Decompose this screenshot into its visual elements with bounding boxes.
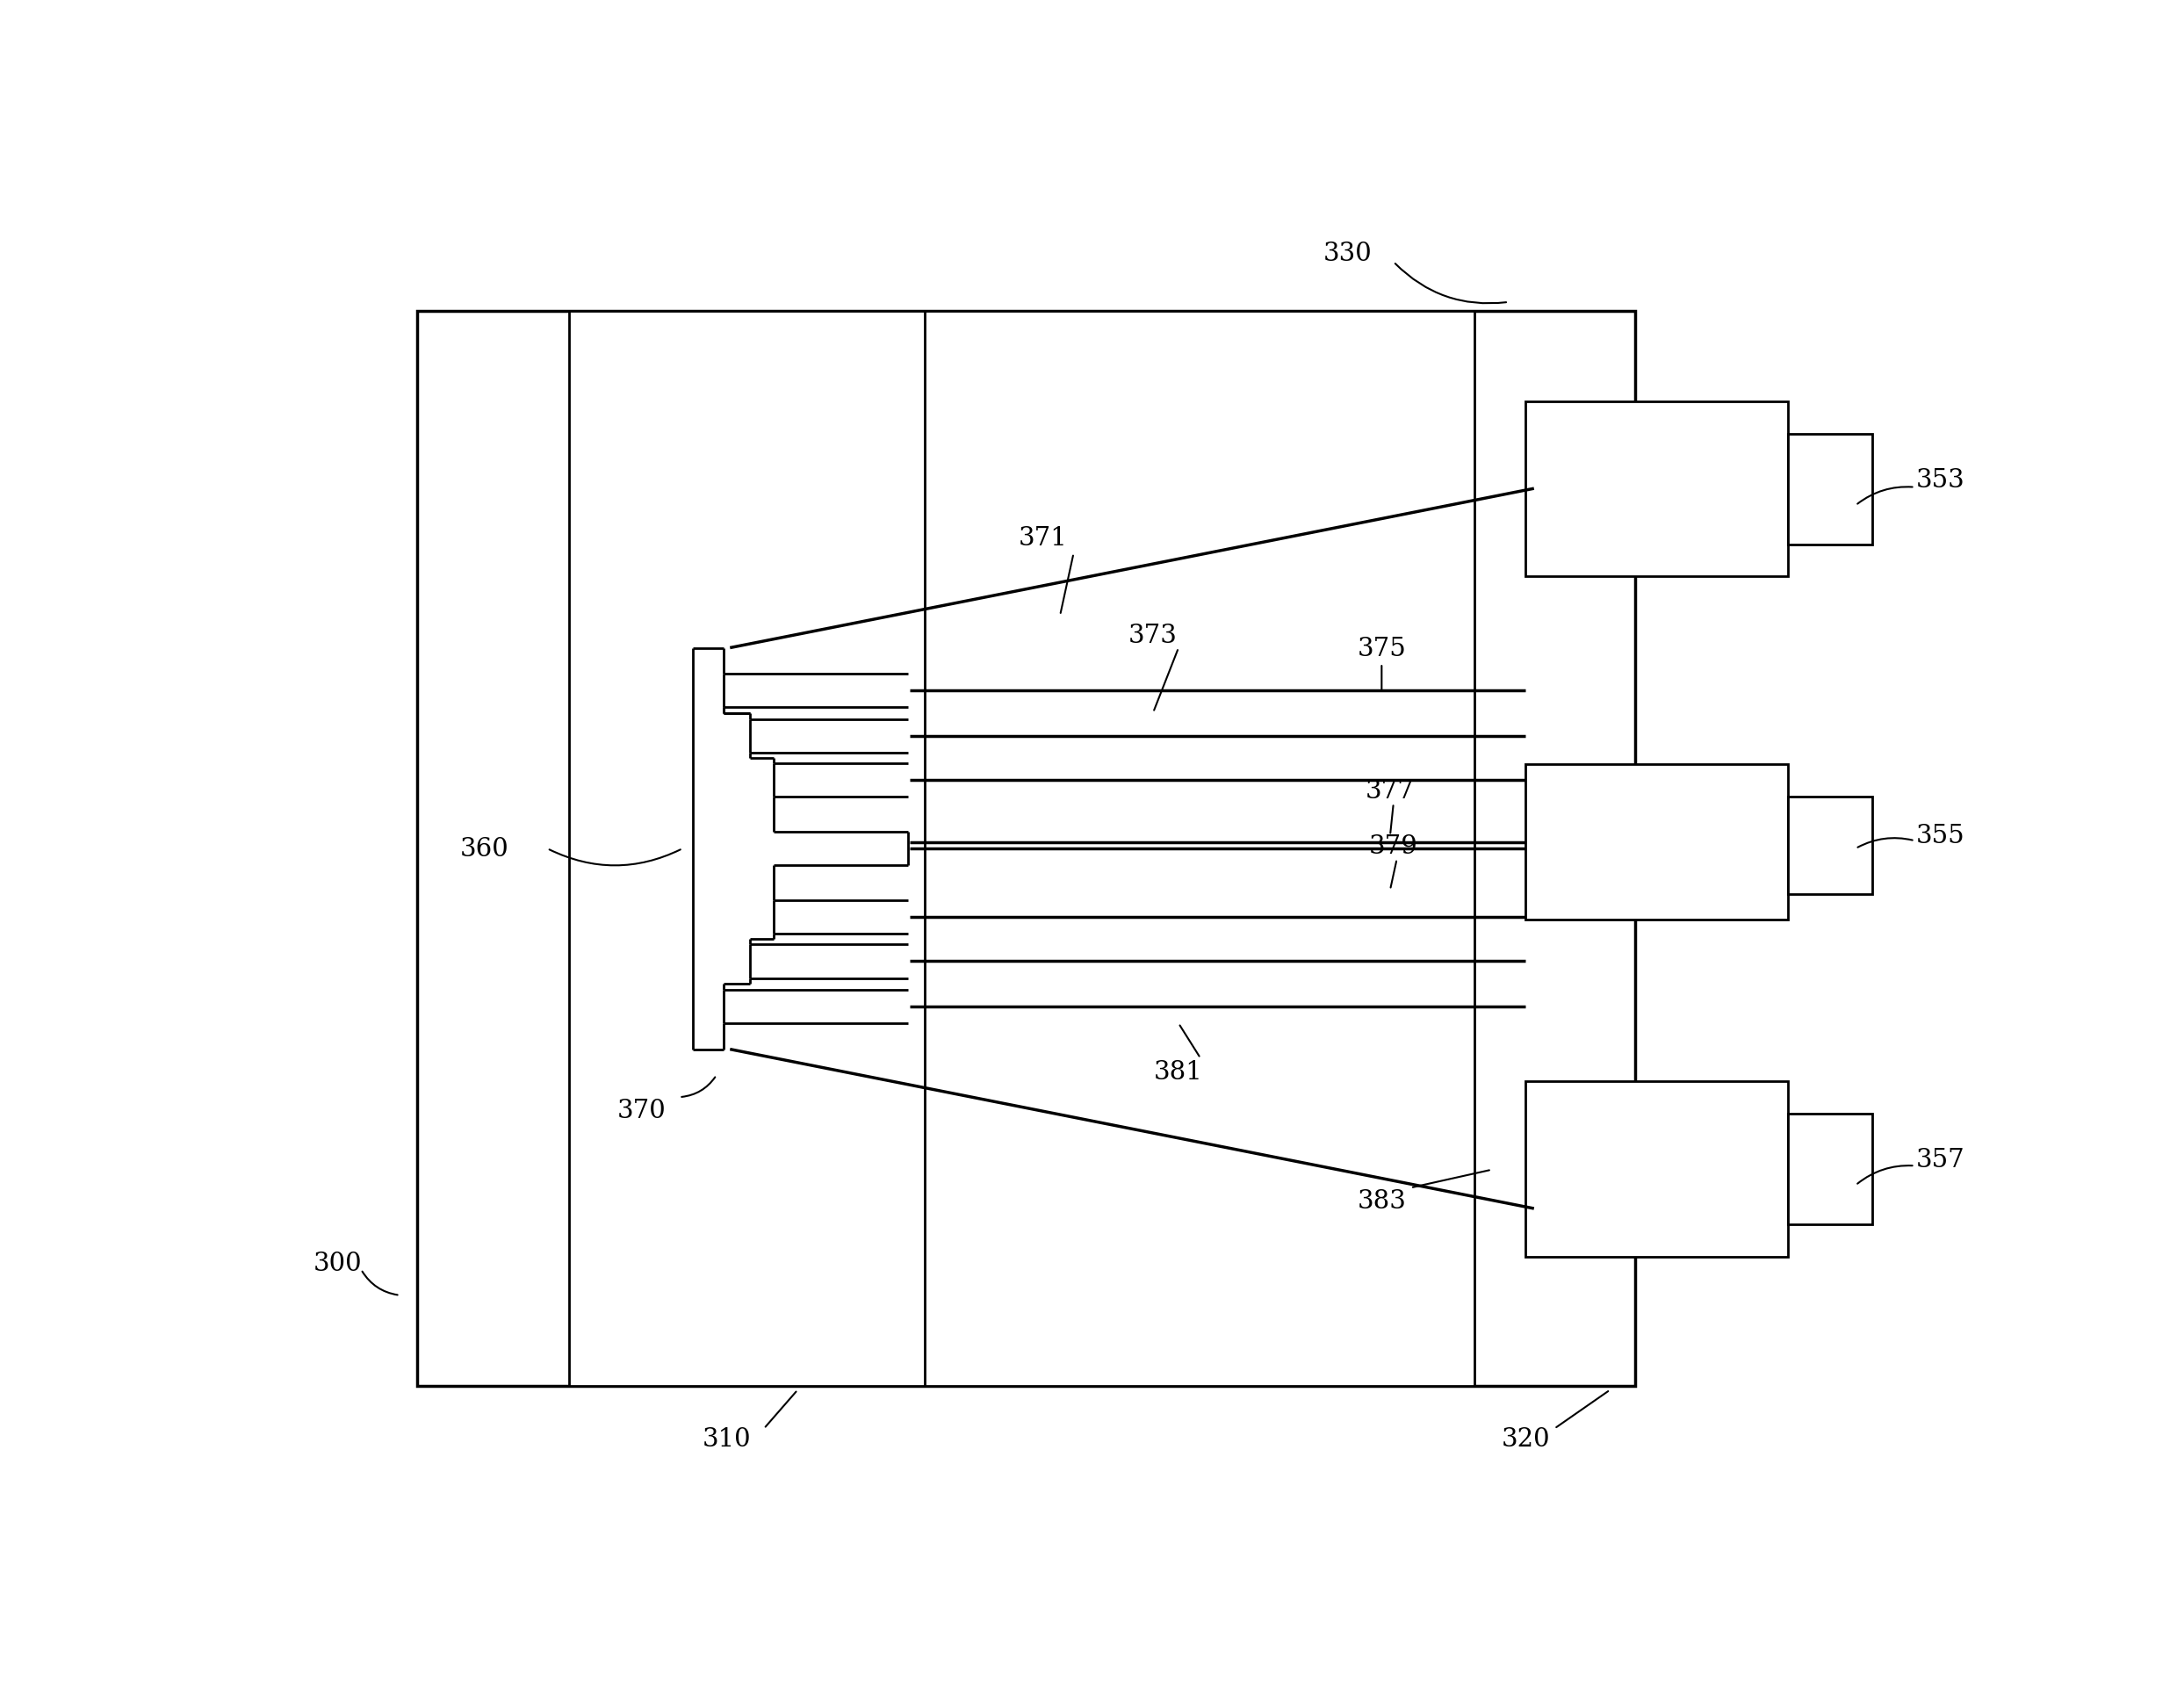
- Text: 320: 320: [1500, 1427, 1551, 1451]
- Text: 379: 379: [1369, 834, 1417, 859]
- Bar: [1524, 1083, 1789, 1257]
- Text: 373: 373: [1129, 624, 1177, 647]
- Text: 381: 381: [1153, 1059, 1203, 1084]
- Bar: [1524, 765, 1789, 920]
- Bar: [417, 311, 1636, 1387]
- Bar: [1789, 797, 1872, 894]
- Text: 383: 383: [1356, 1188, 1406, 1214]
- Bar: [570, 311, 1474, 1387]
- Text: 300: 300: [312, 1251, 363, 1276]
- Text: 355: 355: [1915, 824, 1966, 849]
- Text: 357: 357: [1915, 1146, 1966, 1172]
- Bar: [1789, 1115, 1872, 1224]
- Text: 310: 310: [703, 1427, 751, 1451]
- Text: 371: 371: [1018, 526, 1068, 551]
- Bar: [1789, 435, 1872, 545]
- Text: 353: 353: [1915, 467, 1966, 493]
- Text: 375: 375: [1356, 635, 1406, 661]
- Text: 330: 330: [1324, 240, 1372, 266]
- Bar: [1524, 402, 1789, 577]
- Text: 370: 370: [618, 1098, 666, 1123]
- Text: 377: 377: [1365, 778, 1415, 804]
- Text: 360: 360: [461, 837, 509, 861]
